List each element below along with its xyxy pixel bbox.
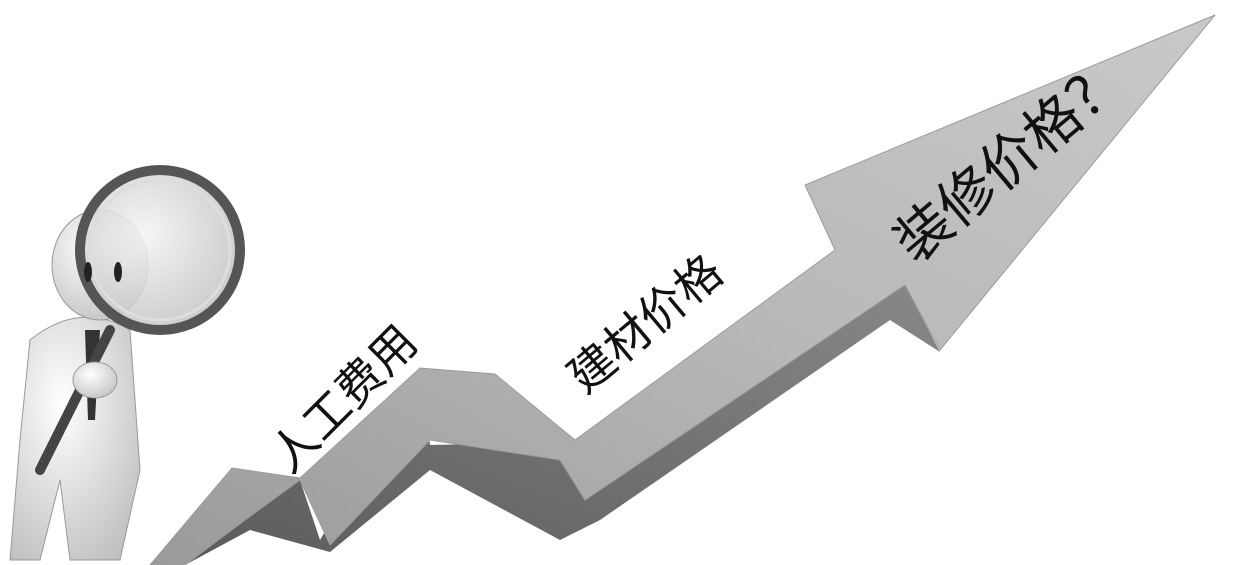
arrow-top [149, 14, 1216, 565]
figure [9, 165, 245, 561]
